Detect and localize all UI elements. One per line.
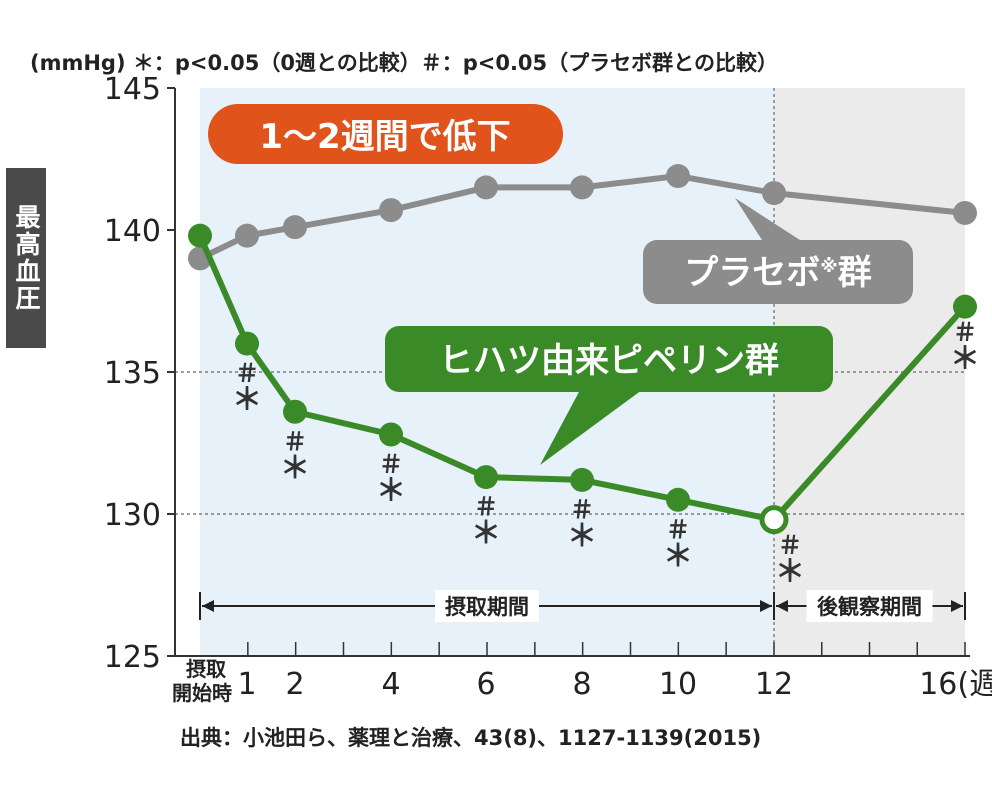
piperine-point-week-1 [235,331,259,356]
placebo-point-week-6 [474,175,498,200]
sig-mark-asterisk-week-12: ＊ [775,555,805,590]
x-tick-label-2: 2 [285,667,304,702]
piperine-point-week-4 [379,422,403,447]
sig-mark-hash-week-4: ＃ [379,450,403,478]
sig-mark-asterisk-week-16: ＊ [950,342,980,377]
period-arrowhead-left-1 [776,600,788,612]
piperine-callout-box [385,326,833,392]
sig-mark-asterisk-week-2: ＊ [280,451,310,486]
sig-mark-hash-week-1: ＃ [235,360,259,388]
sig-mark-hash-week-6: ＃ [474,493,498,521]
sig-mark-hash-week-16: ＃ [953,319,977,347]
x-tick-label-1: 1 [237,667,256,702]
sig-mark-asterisk-week-10: ＊ [663,539,693,574]
y-tick-label-145: 145 [104,72,161,107]
x-tick-label-10: 10 [659,667,697,702]
placebo-point-week-4 [379,198,403,223]
y-tick-label-130: 130 [104,498,161,533]
piperine-point-week-12 [759,505,789,535]
piperine-series-label: ヒハツ由来ピペリン群 [439,341,779,381]
sig-mark-hash-week-8: ＃ [570,496,594,524]
piperine-point-week-10 [666,487,690,512]
sig-mark-hash-week-12: ＃ [778,532,802,560]
placebo-point-week-16 [953,200,977,225]
annotation-bubble [208,104,563,164]
annotation-text: 1～2週間で低下 [259,117,510,157]
x-tick-label-6: 6 [476,667,495,702]
placebo-point-week-1 [235,223,259,248]
period-arrowhead-left-0 [202,600,214,612]
placebo-series-label: プラセボ※群 [684,253,872,293]
period-arrowhead-right-1 [951,600,963,612]
placebo-point-week-12 [762,181,786,206]
piperine-point-week-16 [953,294,977,319]
x-tick-label-8: 8 [572,667,591,702]
piperine-point-week-8 [570,467,594,492]
significance-note: (mmHg) ＊：p<0.05（0週との比較）＃：p<0.05（プラセボ群との比… [30,51,778,75]
y-tick-label-125: 125 [104,640,161,675]
source-citation: 出典：小池田ら、薬理と治療、43(8)、1127-1139(2015) [180,726,762,750]
x-tick-label-start-line2: 開始時 [172,681,232,705]
sig-mark-asterisk-week-6: ＊ [471,516,501,551]
period-arrowhead-right-0 [760,600,772,612]
placebo-callout-box [643,240,913,304]
piperine-point-week-0 [188,223,212,248]
period-label-1: 後観察期間 [817,595,922,619]
piperine-point-week-6 [474,465,498,490]
period-label-bg-1 [806,590,933,622]
placebo-point-week-2 [283,215,307,240]
piperine-callout-pointer [540,390,642,465]
placebo-callout-pointer [735,198,800,240]
x-tick-label-4: 4 [381,667,400,702]
y-tick-label-135: 135 [104,356,161,391]
y-axis-label: 最高血圧 [6,168,46,348]
period-label-bg-0 [435,590,539,622]
y-tick-label-140: 140 [104,214,161,249]
placebo-point-week-10 [666,164,690,189]
period-label-0: 摂取期間 [445,595,529,619]
sig-mark-hash-week-2: ＃ [283,428,307,456]
piperine-point-week-2 [283,399,307,424]
x-tick-label-start-line1: 摂取 [186,657,226,681]
placebo-point-week-8 [570,175,594,200]
sig-mark-asterisk-week-1: ＊ [232,383,262,418]
x-tick-label-16: 16(週) [919,667,992,702]
x-tick-label-12: 12 [755,667,793,702]
sig-mark-hash-week-10: ＃ [666,516,690,544]
sig-mark-asterisk-week-4: ＊ [376,473,406,508]
sig-mark-asterisk-week-8: ＊ [567,519,597,554]
